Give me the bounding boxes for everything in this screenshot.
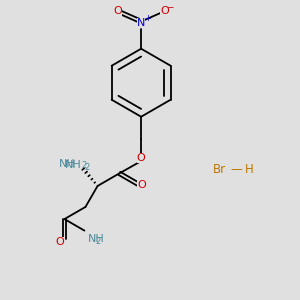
Text: 2: 2	[82, 161, 87, 170]
Text: 2: 2	[84, 163, 89, 172]
Text: NH: NH	[59, 159, 76, 169]
Text: +: +	[144, 14, 151, 23]
Text: O: O	[56, 236, 64, 247]
Text: O: O	[160, 6, 169, 16]
Text: —: —	[231, 164, 242, 176]
Text: 2: 2	[96, 237, 101, 246]
Text: O: O	[113, 6, 122, 16]
Text: Br: Br	[213, 164, 226, 176]
Text: O: O	[137, 180, 146, 190]
Text: −: −	[166, 2, 173, 11]
Text: O: O	[137, 153, 146, 163]
Text: N: N	[137, 18, 145, 28]
Text: H: H	[245, 164, 254, 176]
Text: NH: NH	[65, 160, 82, 170]
Text: NH: NH	[87, 234, 104, 244]
